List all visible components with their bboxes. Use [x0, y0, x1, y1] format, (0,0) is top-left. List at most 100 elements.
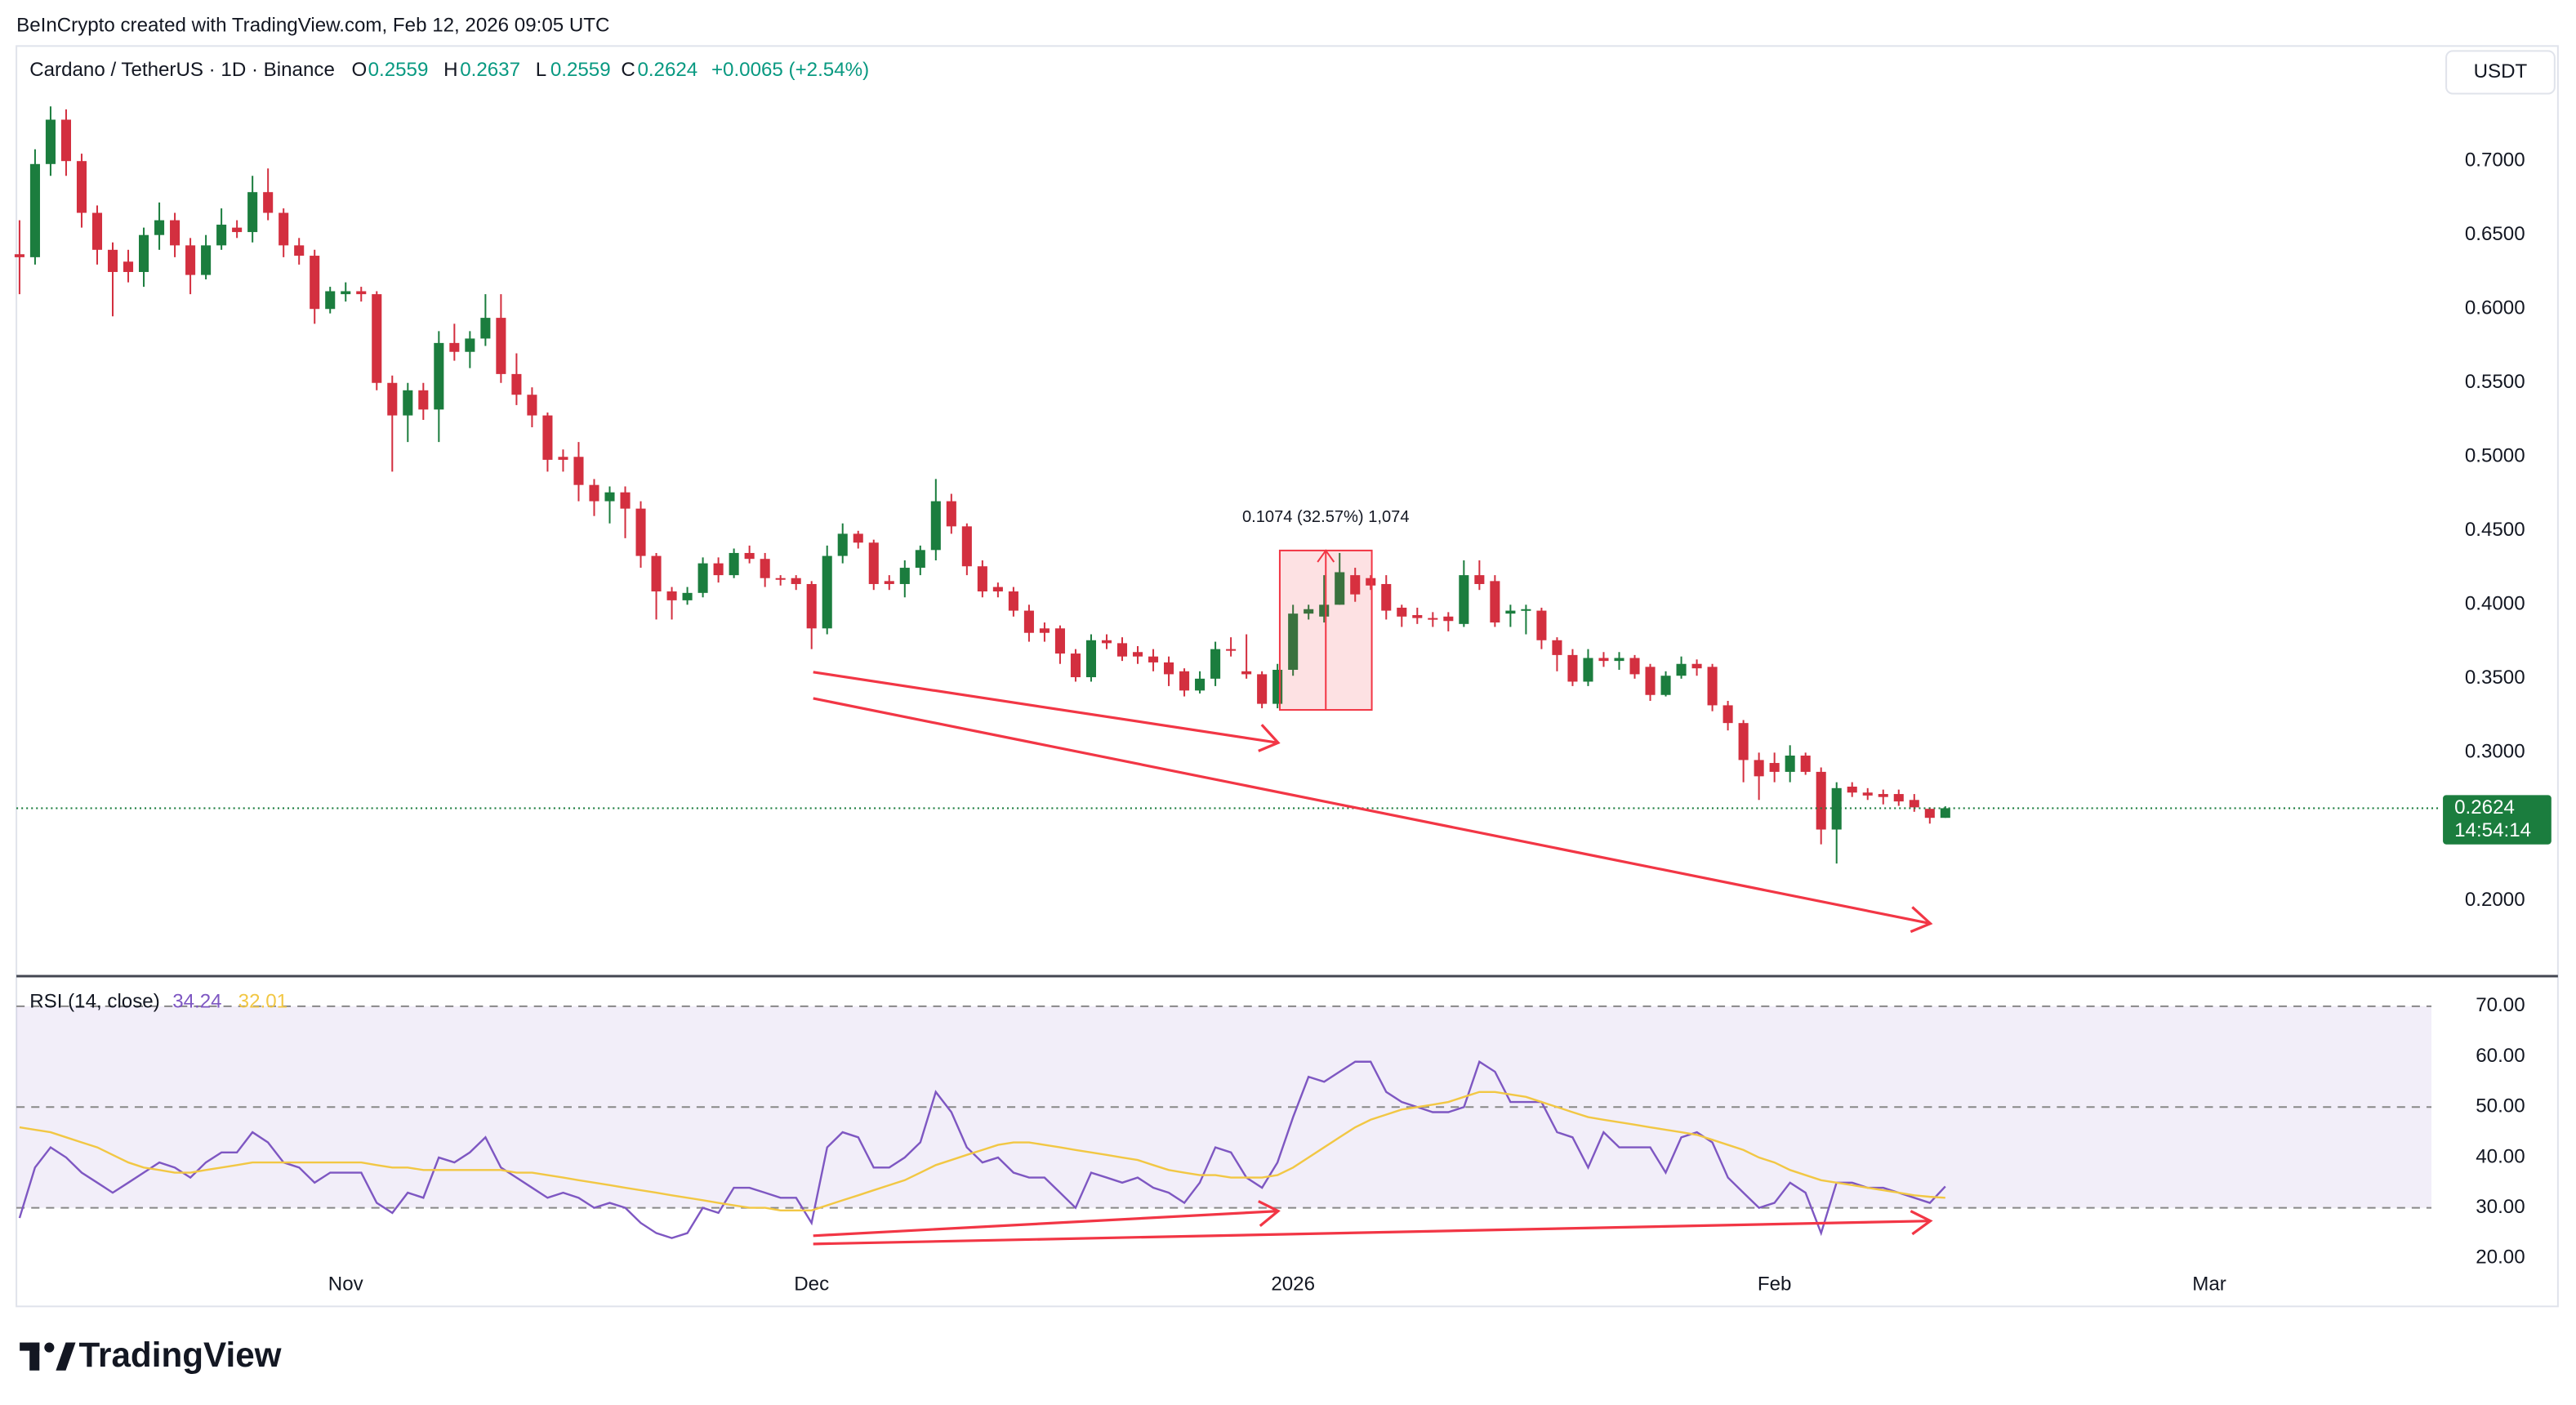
x-tick-label: Feb: [1758, 1273, 1792, 1296]
legend-change: +0.0065 (+2.54%): [711, 59, 869, 81]
candle-body: [356, 291, 367, 295]
chart-title: Cardano / TetherUS · 1D · Binance: [29, 59, 335, 81]
y-tick-label: 50.00: [2476, 1095, 2525, 1117]
candle-body: [1474, 575, 1485, 584]
candle-body: [1567, 654, 1578, 682]
rsi-arrow: [813, 1210, 1279, 1238]
candle-body: [1443, 616, 1454, 622]
candle-body: [247, 192, 258, 233]
candle-body: [1070, 653, 1081, 678]
legend-key: C: [621, 59, 635, 81]
header: BeInCrypto created with TradingView.com,…: [16, 15, 609, 37]
candle-body: [868, 542, 879, 584]
candle-body: [185, 245, 196, 275]
candle-body: [1132, 652, 1143, 657]
candle-body: [1288, 613, 1299, 670]
candle-body: [310, 256, 320, 310]
candle-body: [434, 342, 444, 410]
candle-body: [1614, 658, 1624, 662]
y-tick-label: 0.3000: [2465, 741, 2525, 763]
candle-body: [1769, 763, 1780, 772]
candle-body: [1179, 671, 1190, 691]
candle-body: [1723, 705, 1733, 724]
candle-body: [620, 492, 631, 509]
rsi-line: [19, 1091, 1945, 1212]
rsi-line: [18, 1059, 1946, 1239]
candle-body: [29, 163, 40, 257]
candle-body: [1691, 663, 1702, 669]
candle-body: [325, 291, 336, 310]
candle-body: [480, 318, 491, 339]
candle-body: [279, 212, 289, 246]
rsi-legend-value: 34.24: [172, 991, 221, 1013]
candle-body: [1428, 618, 1438, 620]
candle-body: [1350, 575, 1361, 595]
candle-body: [465, 338, 475, 352]
candle-body: [697, 563, 708, 593]
candle-body: [496, 318, 506, 374]
candle-body: [1505, 610, 1516, 614]
candle-body: [1054, 628, 1065, 654]
candle-body: [666, 591, 677, 600]
candle-body: [930, 501, 941, 551]
candle-body: [1459, 575, 1469, 624]
currency: USDT: [2474, 60, 2528, 83]
candle-body: [1862, 792, 1873, 796]
candle-body: [1381, 583, 1392, 611]
candle-body: [1335, 572, 1345, 605]
candle-body: [806, 583, 817, 629]
candle-body: [123, 261, 134, 272]
candle-body: [1116, 643, 1128, 657]
y-tick-label: 0.4500: [2465, 519, 2525, 541]
candle-body: [1598, 658, 1609, 662]
candle-body: [1023, 610, 1034, 633]
rsi-legend-value: 32.01: [238, 991, 287, 1013]
candle-body: [1039, 628, 1050, 633]
trend-arrow: [813, 671, 1279, 744]
candle-body: [961, 526, 972, 567]
candle-body: [682, 592, 693, 600]
candle-body: [341, 291, 351, 295]
candle-body: [1738, 723, 1749, 760]
rsi-arrow-head: [1258, 1200, 1281, 1227]
frame: [16, 45, 2559, 1308]
legend-value: 0.2637: [460, 59, 520, 81]
candle-body: [1366, 578, 1376, 586]
candle-body: [992, 587, 1003, 592]
candle-body: [651, 555, 662, 592]
candle-body: [1893, 794, 1904, 802]
candle-body: [604, 492, 615, 502]
candle-body: [91, 212, 103, 250]
y-tick-label: 0.6500: [2465, 223, 2525, 245]
candle-body: [76, 161, 87, 213]
candle-body: [977, 566, 987, 592]
candle-body: [1909, 800, 1919, 808]
candle-body: [635, 508, 646, 556]
x-tick-label: Dec: [794, 1273, 829, 1296]
measure-label: 0.1074 (32.57%) 1,074: [1242, 508, 1410, 526]
candle-body: [884, 581, 894, 584]
y-tick-label: 0.5500: [2465, 371, 2525, 393]
candle-body: [1583, 658, 1593, 682]
candle-body: [1629, 658, 1640, 675]
y-tick-label: 0.6000: [2465, 297, 2525, 319]
legend-key: H: [443, 59, 457, 81]
candle-body: [387, 382, 398, 416]
candle-body: [1707, 667, 1718, 706]
candle-body: [154, 220, 165, 235]
candle-body: [1924, 809, 1935, 818]
candle-body: [729, 552, 739, 576]
candle-body: [527, 395, 537, 416]
logo-shape: [44, 1342, 55, 1353]
candle-body: [915, 550, 925, 569]
y-tick-label: 0.7000: [2465, 149, 2525, 172]
candle-body: [1676, 663, 1687, 676]
candle-body: [1085, 640, 1097, 678]
trend-arrow-head: [1258, 724, 1281, 752]
plot-layer: 0.20000.25000.30000.35000.40000.45000.50…: [14, 59, 2551, 1296]
candle-body: [1800, 755, 1811, 772]
currency-box[interactable]: [2445, 50, 2556, 95]
candle-body: [542, 415, 553, 460]
